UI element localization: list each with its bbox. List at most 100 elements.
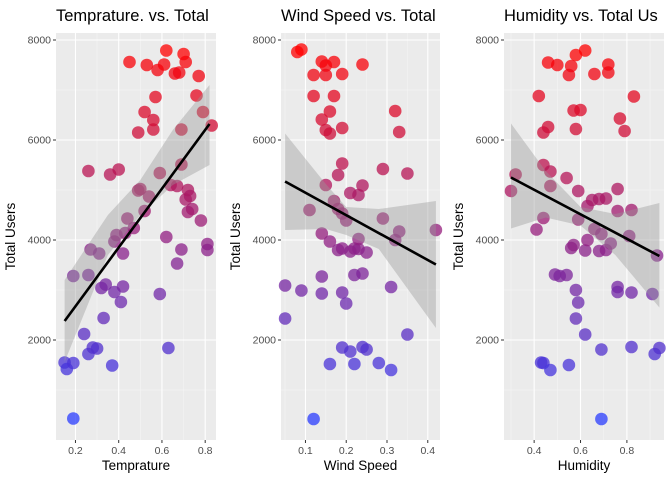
data-point: [560, 171, 573, 185]
data-point: [67, 356, 80, 370]
data-point: [335, 121, 349, 135]
data-point: [82, 268, 95, 282]
data-point: [183, 189, 197, 203]
y-tick-label: 8000: [476, 35, 500, 47]
panel-1: 2000 4000 6000 8000 0.2 0.4 0.6 0.8 Temprature To…: [3, 7, 218, 473]
data-point: [116, 280, 130, 293]
data-point: [201, 243, 214, 257]
chart-title: Wind Speed vs. Total: [281, 7, 436, 25]
data-point: [323, 235, 337, 248]
data-point: [562, 68, 576, 82]
y-axis-label: Total Users: [3, 202, 18, 270]
data-point: [625, 340, 638, 354]
data-point: [162, 341, 175, 355]
data-point: [97, 311, 110, 325]
x-axis-label: Humidity: [558, 458, 611, 473]
y-tick-label: 2000: [28, 335, 52, 347]
data-point: [278, 279, 292, 292]
data-point: [627, 90, 641, 103]
data-point: [401, 167, 414, 180]
data-point: [653, 341, 666, 355]
data-point: [571, 213, 585, 226]
data-point: [134, 182, 147, 196]
data-point: [327, 55, 341, 69]
data-point: [578, 244, 592, 257]
x-tick-label: 0.2: [339, 445, 354, 457]
data-point: [307, 412, 320, 426]
data-point: [384, 280, 398, 294]
data-point: [278, 312, 292, 325]
data-point: [569, 283, 583, 297]
data-point: [92, 247, 106, 260]
data-point: [574, 103, 587, 117]
data-point: [172, 66, 186, 79]
data-point: [384, 363, 398, 377]
data-point: [602, 66, 615, 79]
chart-title: Humidity vs. Total Us: [504, 7, 658, 25]
data-point: [578, 328, 592, 341]
data-point: [392, 225, 406, 238]
data-point: [323, 357, 337, 371]
x-tick-label: 0.4: [420, 445, 435, 457]
data-point: [581, 233, 594, 247]
data-point: [105, 359, 119, 372]
data-point: [153, 166, 167, 180]
data-point: [170, 257, 184, 270]
data-point: [175, 123, 188, 136]
y-axis-label: Total Users: [451, 202, 466, 270]
data-point: [319, 68, 333, 82]
data-point: [179, 55, 192, 69]
data-point: [388, 104, 402, 118]
trend-line: [284, 180, 437, 266]
panel-3: 2000 4000 6000 8000 0.4 0.6 0.8 Humidity Total U…: [451, 7, 666, 473]
data-point: [175, 243, 188, 256]
y-tick-label: 8000: [28, 35, 52, 47]
data-point: [588, 67, 601, 81]
data-point: [551, 58, 564, 72]
x-tick-label: 0.2: [68, 445, 83, 457]
data-point: [196, 105, 210, 119]
data-point: [569, 122, 583, 136]
data-point: [611, 182, 624, 196]
data-point: [315, 113, 329, 126]
data-point: [147, 123, 160, 136]
data-point: [595, 412, 608, 426]
data-point: [190, 89, 203, 102]
data-point: [392, 125, 406, 139]
y-tick-label: 4000: [476, 235, 500, 247]
data-point: [116, 247, 130, 260]
data-point: [571, 184, 585, 198]
data-point: [315, 287, 329, 300]
data-point: [625, 203, 638, 217]
data-point: [618, 124, 631, 138]
data-point: [319, 178, 333, 192]
data-point: [344, 345, 357, 358]
x-tick-label: 0.4: [111, 445, 126, 457]
data-point: [142, 190, 156, 203]
data-point: [611, 204, 624, 218]
data-point: [335, 157, 349, 170]
data-point: [532, 89, 546, 103]
data-point: [429, 223, 443, 237]
data-point: [376, 212, 390, 225]
data-point: [307, 68, 320, 82]
data-point: [192, 69, 205, 83]
data-point: [562, 358, 576, 372]
y-tick-label: 8000: [253, 35, 277, 47]
data-point: [339, 297, 353, 310]
x-tick-label: 0.4: [527, 445, 542, 457]
trend-line: [63, 123, 211, 322]
confidence-band: [285, 133, 436, 328]
data-point: [360, 246, 373, 259]
data-point: [537, 126, 550, 139]
data-point: [114, 295, 128, 309]
data-point: [157, 58, 171, 71]
data-point: [315, 270, 329, 283]
data-point: [295, 284, 308, 297]
y-tick-label: 4000: [253, 235, 277, 247]
data-point: [504, 184, 518, 198]
data-point: [121, 212, 134, 225]
x-tick-label: 0.1: [298, 445, 313, 457]
data-point: [331, 168, 345, 182]
